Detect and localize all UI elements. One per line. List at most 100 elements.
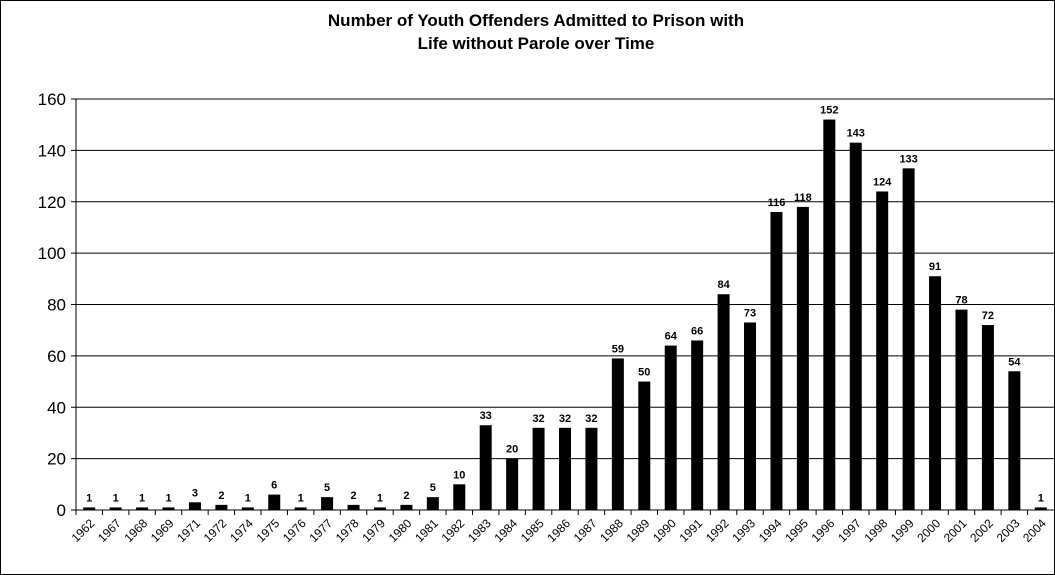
x-tick-label: 1972 [201, 516, 230, 545]
data-label: 64 [665, 331, 678, 343]
data-label: 143 [847, 128, 865, 140]
bar [215, 504, 228, 510]
data-label: 78 [955, 295, 967, 307]
gridlines [76, 98, 1054, 460]
x-tick-label: 1996 [809, 516, 838, 545]
bar [453, 484, 466, 510]
bar [559, 427, 571, 510]
bar [691, 340, 704, 510]
x-tick-label: 1993 [729, 516, 758, 545]
x-axis-ticks: 1962196719681969197119721974197519761977… [69, 516, 1050, 545]
bar [506, 458, 519, 510]
data-label: 2 [218, 490, 224, 502]
x-tick-label: 1989 [624, 516, 653, 545]
x-tick-label: 1994 [756, 516, 785, 545]
bar [426, 497, 439, 510]
x-tick-label: 1992 [703, 516, 732, 545]
y-tick-label: 20 [47, 450, 66, 469]
bar [321, 497, 334, 510]
bar [611, 358, 624, 510]
y-tick-label: 120 [38, 193, 66, 212]
y-tick-label: 80 [47, 296, 66, 315]
data-label: 50 [638, 367, 650, 379]
x-tick-label: 1962 [69, 516, 98, 545]
data-label: 54 [1008, 356, 1021, 368]
data-label: 1 [113, 492, 119, 504]
bar [373, 507, 386, 510]
bar [638, 381, 651, 510]
x-tick-label: 2002 [967, 516, 996, 545]
chart-title-line-2: Life without Parole over Time [418, 34, 655, 53]
data-label: 59 [612, 343, 624, 355]
bar [1034, 507, 1047, 510]
x-tick-label: 1999 [888, 516, 917, 545]
bar [929, 276, 942, 510]
bar [479, 425, 492, 510]
x-tick-label: 1981 [412, 516, 441, 545]
bar [162, 507, 175, 510]
bar [1008, 371, 1021, 510]
data-label: 32 [532, 413, 544, 425]
data-label: 2 [403, 490, 409, 502]
bar [532, 427, 545, 510]
bar [585, 427, 598, 510]
bar [400, 504, 413, 510]
x-tick-label: 1984 [491, 516, 520, 545]
bar [136, 507, 149, 510]
bar [823, 119, 836, 511]
y-tick-label: 0 [57, 501, 66, 520]
x-tick-label: 1983 [465, 516, 494, 545]
x-tick-label: 1998 [862, 516, 891, 545]
y-tick-label: 140 [38, 141, 66, 160]
x-tick-label: 1969 [148, 516, 177, 545]
chart-title-line-1: Number of Youth Offenders Admitted to Pr… [328, 11, 744, 30]
bar [770, 212, 783, 510]
bar [664, 345, 677, 510]
chart-title: Number of Youth Offenders Admitted to Pr… [328, 11, 744, 53]
data-label: 73 [744, 307, 756, 319]
data-label: 1 [377, 492, 383, 504]
bar [268, 494, 281, 510]
x-tick-label: 1995 [782, 516, 811, 545]
data-label: 1 [298, 492, 304, 504]
x-tick-label: 1971 [174, 516, 203, 545]
data-label: 152 [820, 105, 838, 117]
x-tick-label: 1980 [386, 516, 415, 545]
bar [83, 507, 96, 510]
x-tick-label: 1997 [835, 516, 864, 545]
x-tick-label: 1985 [518, 516, 547, 545]
y-tick-label: 60 [47, 347, 66, 366]
x-tick-label: 1975 [254, 516, 283, 545]
data-label: 1 [1038, 492, 1044, 504]
bar [294, 507, 307, 510]
data-label: 84 [717, 279, 730, 291]
x-tick-label: 1976 [280, 516, 309, 545]
x-tick-label: 2000 [914, 516, 943, 545]
data-label: 1 [165, 492, 171, 504]
data-label: 124 [873, 176, 892, 188]
data-label: 10 [453, 469, 465, 481]
bar [188, 502, 201, 510]
x-tick-label: 1974 [227, 516, 256, 545]
data-label: 3 [192, 487, 198, 499]
data-label: 133 [899, 153, 917, 165]
bar [347, 504, 360, 510]
y-tick-label: 100 [38, 244, 66, 263]
data-label: 5 [324, 482, 330, 494]
y-tick-label: 40 [47, 398, 66, 417]
x-tick-label: 1977 [306, 516, 335, 545]
data-label: 1 [245, 492, 251, 504]
bar [717, 294, 730, 510]
data-label: 91 [929, 261, 941, 273]
x-tick-label: 1982 [439, 516, 468, 545]
x-tick-label: 2004 [1020, 516, 1049, 545]
bar [876, 191, 889, 510]
data-label: 5 [430, 482, 436, 494]
y-axis-ticks: 0 20 40 60 80 100 120 140 160 [38, 90, 66, 520]
data-label: 66 [691, 325, 703, 337]
data-label: 1 [139, 492, 145, 504]
x-tick-label: 1967 [95, 516, 124, 545]
bars [83, 119, 1047, 511]
bar [849, 142, 862, 510]
